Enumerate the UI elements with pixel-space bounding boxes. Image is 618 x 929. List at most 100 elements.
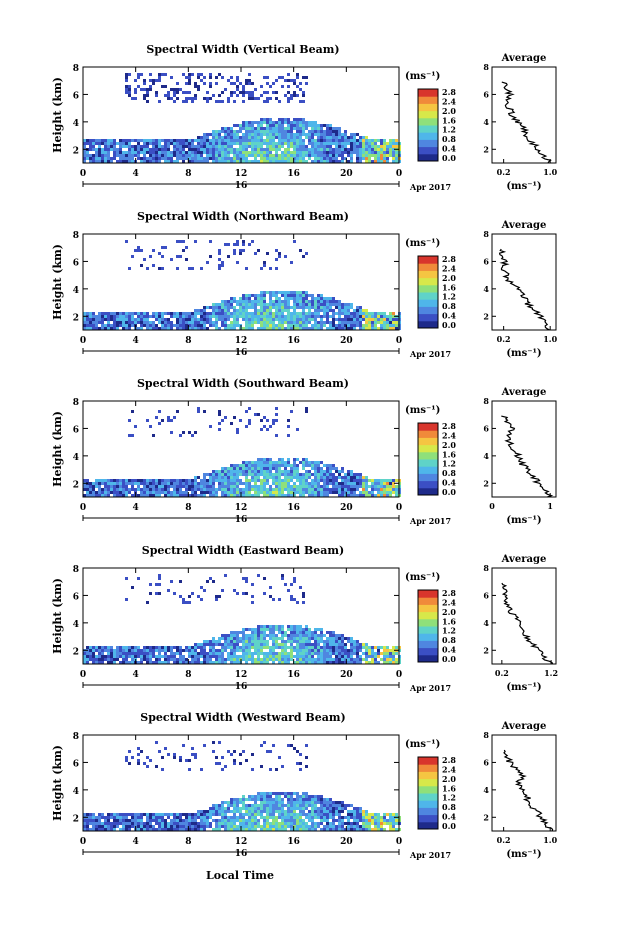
heatmap-cell xyxy=(293,494,296,497)
heatmap-cell xyxy=(275,792,278,795)
heatmap-cell xyxy=(143,139,146,142)
heatmap-cell xyxy=(320,807,323,810)
heatmap-cell xyxy=(275,315,278,318)
heatmap-cell xyxy=(266,479,269,482)
heatmap-cell xyxy=(386,649,389,652)
heatmap-cell xyxy=(152,434,155,437)
heatmap-cell xyxy=(113,819,116,822)
heatmap-cell xyxy=(290,628,293,631)
heatmap-cell xyxy=(224,813,227,816)
heatmap-cell xyxy=(323,643,326,646)
heatmap-cell xyxy=(95,485,98,488)
x-tick-label: 4 xyxy=(133,336,139,346)
heatmap-cell xyxy=(275,160,278,163)
heatmap-cell xyxy=(383,157,386,160)
heatmap-cell xyxy=(353,494,356,497)
heatmap-cell xyxy=(308,300,311,303)
heatmap-cell xyxy=(122,652,125,655)
heatmap-cell xyxy=(305,649,308,652)
heatmap-cell xyxy=(245,494,248,497)
heatmap-cell xyxy=(326,661,329,664)
heatmap-cell xyxy=(299,461,302,464)
colorbar-frame xyxy=(417,422,439,496)
heatmap-cell xyxy=(320,127,323,130)
heatmap-cell xyxy=(326,631,329,634)
heatmap-cell xyxy=(287,127,290,130)
heatmap-cell xyxy=(308,819,311,822)
heatmap-cell xyxy=(218,100,221,103)
heatmap-cell xyxy=(311,318,314,321)
heatmap-cell xyxy=(314,309,317,312)
heatmap-cell xyxy=(221,589,224,592)
heatmap-cell xyxy=(167,139,170,142)
heatmap-cell xyxy=(134,139,137,142)
heatmap-cell xyxy=(131,321,134,324)
heatmap-cell xyxy=(140,819,143,822)
heatmap-cell xyxy=(236,76,239,79)
heatmap-cell xyxy=(245,124,248,127)
heatmap-cell xyxy=(377,649,380,652)
heatmap-cell xyxy=(311,801,314,804)
heatmap-cell xyxy=(326,652,329,655)
heatmap-cell xyxy=(188,816,191,819)
heatmap-cell xyxy=(158,315,161,318)
heatmap-cell xyxy=(170,580,173,583)
heatmap-cell xyxy=(314,810,317,813)
heatmap-cell xyxy=(182,485,185,488)
heatmap-cell xyxy=(290,643,293,646)
heatmap-cell xyxy=(200,494,203,497)
heatmap-cell xyxy=(89,142,92,145)
heatmap-cell xyxy=(242,813,245,816)
heatmap-cell xyxy=(248,637,251,640)
heatmap-cell xyxy=(254,464,257,467)
heatmap-cell xyxy=(308,470,311,473)
heatmap-cell xyxy=(332,807,335,810)
heatmap-cell xyxy=(173,491,176,494)
heatmap-cell xyxy=(278,631,281,634)
heatmap-cell xyxy=(200,151,203,154)
heatmap-cell xyxy=(320,315,323,318)
heatmap-cell xyxy=(254,658,257,661)
heatmap-cell xyxy=(125,160,128,163)
heatmap-cell xyxy=(326,816,329,819)
heatmap-cell xyxy=(209,810,212,813)
heatmap-cell xyxy=(260,133,263,136)
heatmap-cell xyxy=(266,127,269,130)
heatmap-cell xyxy=(314,306,317,309)
heatmap-cell xyxy=(350,306,353,309)
heatmap-cell xyxy=(311,315,314,318)
heatmap-cell xyxy=(224,491,227,494)
heatmap-cell xyxy=(290,94,293,97)
heatmap-cell xyxy=(314,464,317,467)
heatmap-cell xyxy=(347,637,350,640)
heatmap-cell xyxy=(263,327,266,330)
heatmap-cell xyxy=(230,810,233,813)
heatmap-cell xyxy=(137,488,140,491)
heatmap-cell xyxy=(377,494,380,497)
heatmap-cell xyxy=(284,303,287,306)
heatmap-cell xyxy=(98,327,101,330)
heatmap-cell xyxy=(272,649,275,652)
heatmap-cell xyxy=(242,243,245,246)
heatmap-cell xyxy=(116,825,119,828)
heatmap-cell xyxy=(191,819,194,822)
heatmap-cell xyxy=(248,640,251,643)
heatmap-cell xyxy=(155,145,158,148)
heatmap-cell xyxy=(371,494,374,497)
heatmap-cell xyxy=(269,133,272,136)
heatmap-cell xyxy=(350,157,353,160)
heatmap-cell xyxy=(227,822,230,825)
heatmap-cell xyxy=(230,646,233,649)
heatmap-cell xyxy=(218,139,221,142)
heatmap-cell xyxy=(284,482,287,485)
heatmap-cell xyxy=(263,822,266,825)
heatmap-cell xyxy=(101,652,104,655)
heatmap-cell xyxy=(116,813,119,816)
heatmap-cell xyxy=(320,637,323,640)
heatmap-cell xyxy=(260,419,263,422)
heatmap-cell xyxy=(320,816,323,819)
heatmap-cell xyxy=(143,491,146,494)
heatmap-cell xyxy=(263,157,266,160)
heatmap-cell xyxy=(356,661,359,664)
heatmap-cell xyxy=(119,324,122,327)
